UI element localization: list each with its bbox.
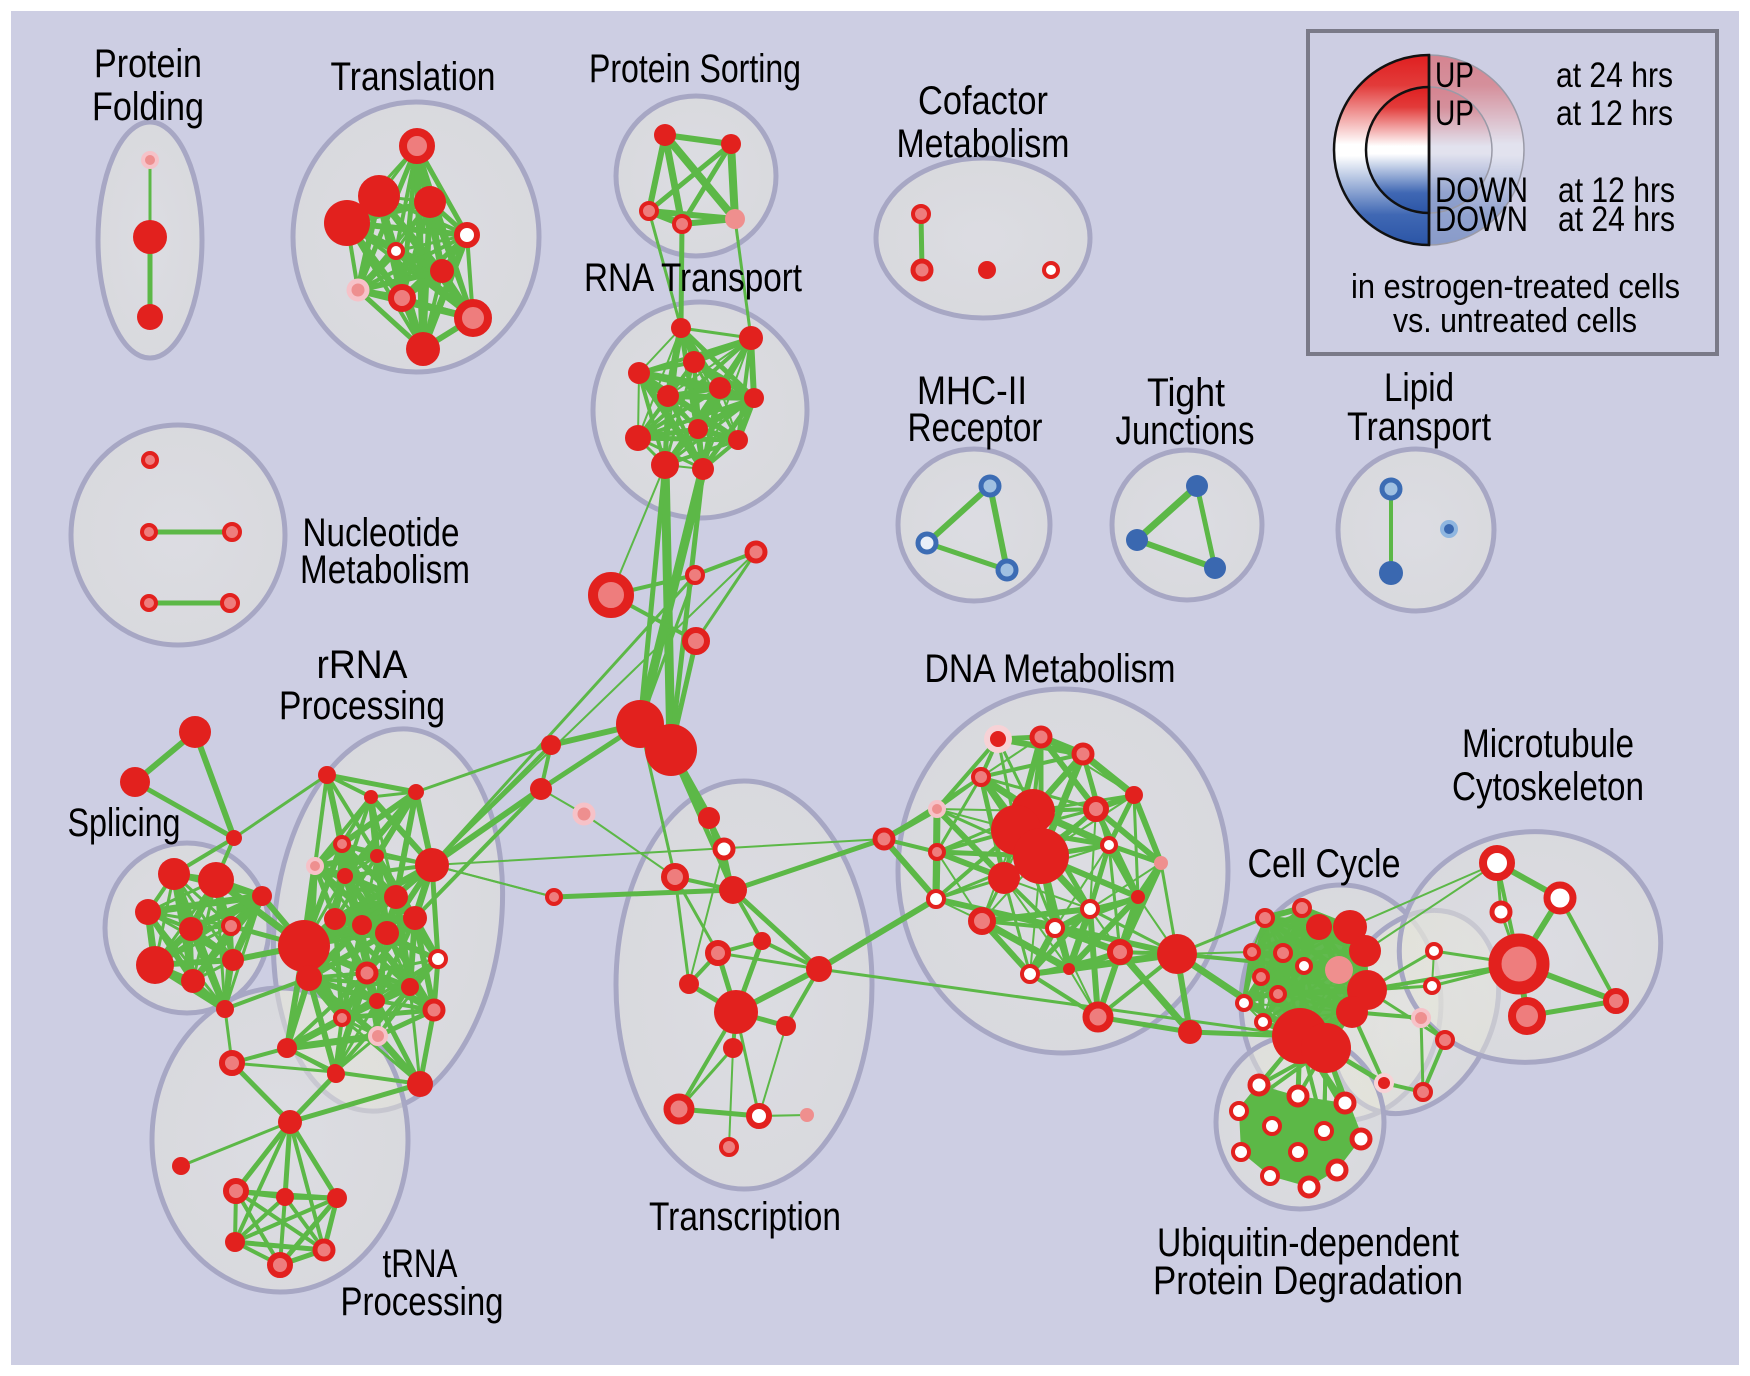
svg-text:Tight: Tight [1147,371,1225,415]
svg-text:Junctions: Junctions [1116,409,1255,453]
svg-text:Microtubule: Microtubule [1462,722,1634,766]
svg-text:MHC-II: MHC-II [917,369,1027,413]
svg-text:at 24 hrs: at 24 hrs [1556,56,1673,95]
svg-text:Receptor: Receptor [908,406,1043,450]
svg-text:Nucleotide: Nucleotide [303,511,460,555]
svg-text:Cell Cycle: Cell Cycle [1248,842,1401,886]
svg-text:DNA Metabolism: DNA Metabolism [925,647,1176,691]
svg-text:Processing: Processing [341,1280,504,1324]
svg-text:vs. untreated cells: vs. untreated cells [1393,302,1637,340]
svg-text:Splicing: Splicing [68,801,181,845]
svg-text:Cytoskeleton: Cytoskeleton [1452,765,1644,809]
svg-text:RNA Transport: RNA Transport [584,256,802,300]
svg-text:Folding: Folding [92,85,204,129]
svg-text:Protein Degradation: Protein Degradation [1153,1259,1463,1303]
svg-text:Protein Sorting: Protein Sorting [589,47,801,91]
svg-text:Cofactor: Cofactor [918,79,1048,123]
svg-text:UP: UP [1435,56,1474,95]
svg-text:rRNA: rRNA [317,643,408,687]
svg-text:Metabolism: Metabolism [897,122,1070,166]
svg-text:in estrogen-treated cells: in estrogen-treated cells [1351,268,1680,306]
svg-text:at 12 hrs: at 12 hrs [1556,94,1673,133]
svg-text:tRNA: tRNA [383,1242,458,1286]
svg-text:DOWN: DOWN [1435,200,1528,239]
svg-text:Protein: Protein [94,42,202,86]
svg-text:DOWN: DOWN [1435,171,1528,210]
svg-text:UP: UP [1435,94,1474,133]
svg-text:Lipid: Lipid [1384,366,1454,410]
svg-text:at 24 hrs: at 24 hrs [1558,200,1675,239]
svg-text:at 12 hrs: at 12 hrs [1558,171,1675,210]
svg-text:Ubiquitin-dependent: Ubiquitin-dependent [1157,1221,1459,1265]
svg-text:Transport: Transport [1347,405,1491,449]
svg-text:Metabolism: Metabolism [300,548,470,592]
svg-text:Transcription: Transcription [649,1195,841,1239]
svg-text:Translation: Translation [331,55,496,99]
svg-text:Processing: Processing [279,684,445,728]
